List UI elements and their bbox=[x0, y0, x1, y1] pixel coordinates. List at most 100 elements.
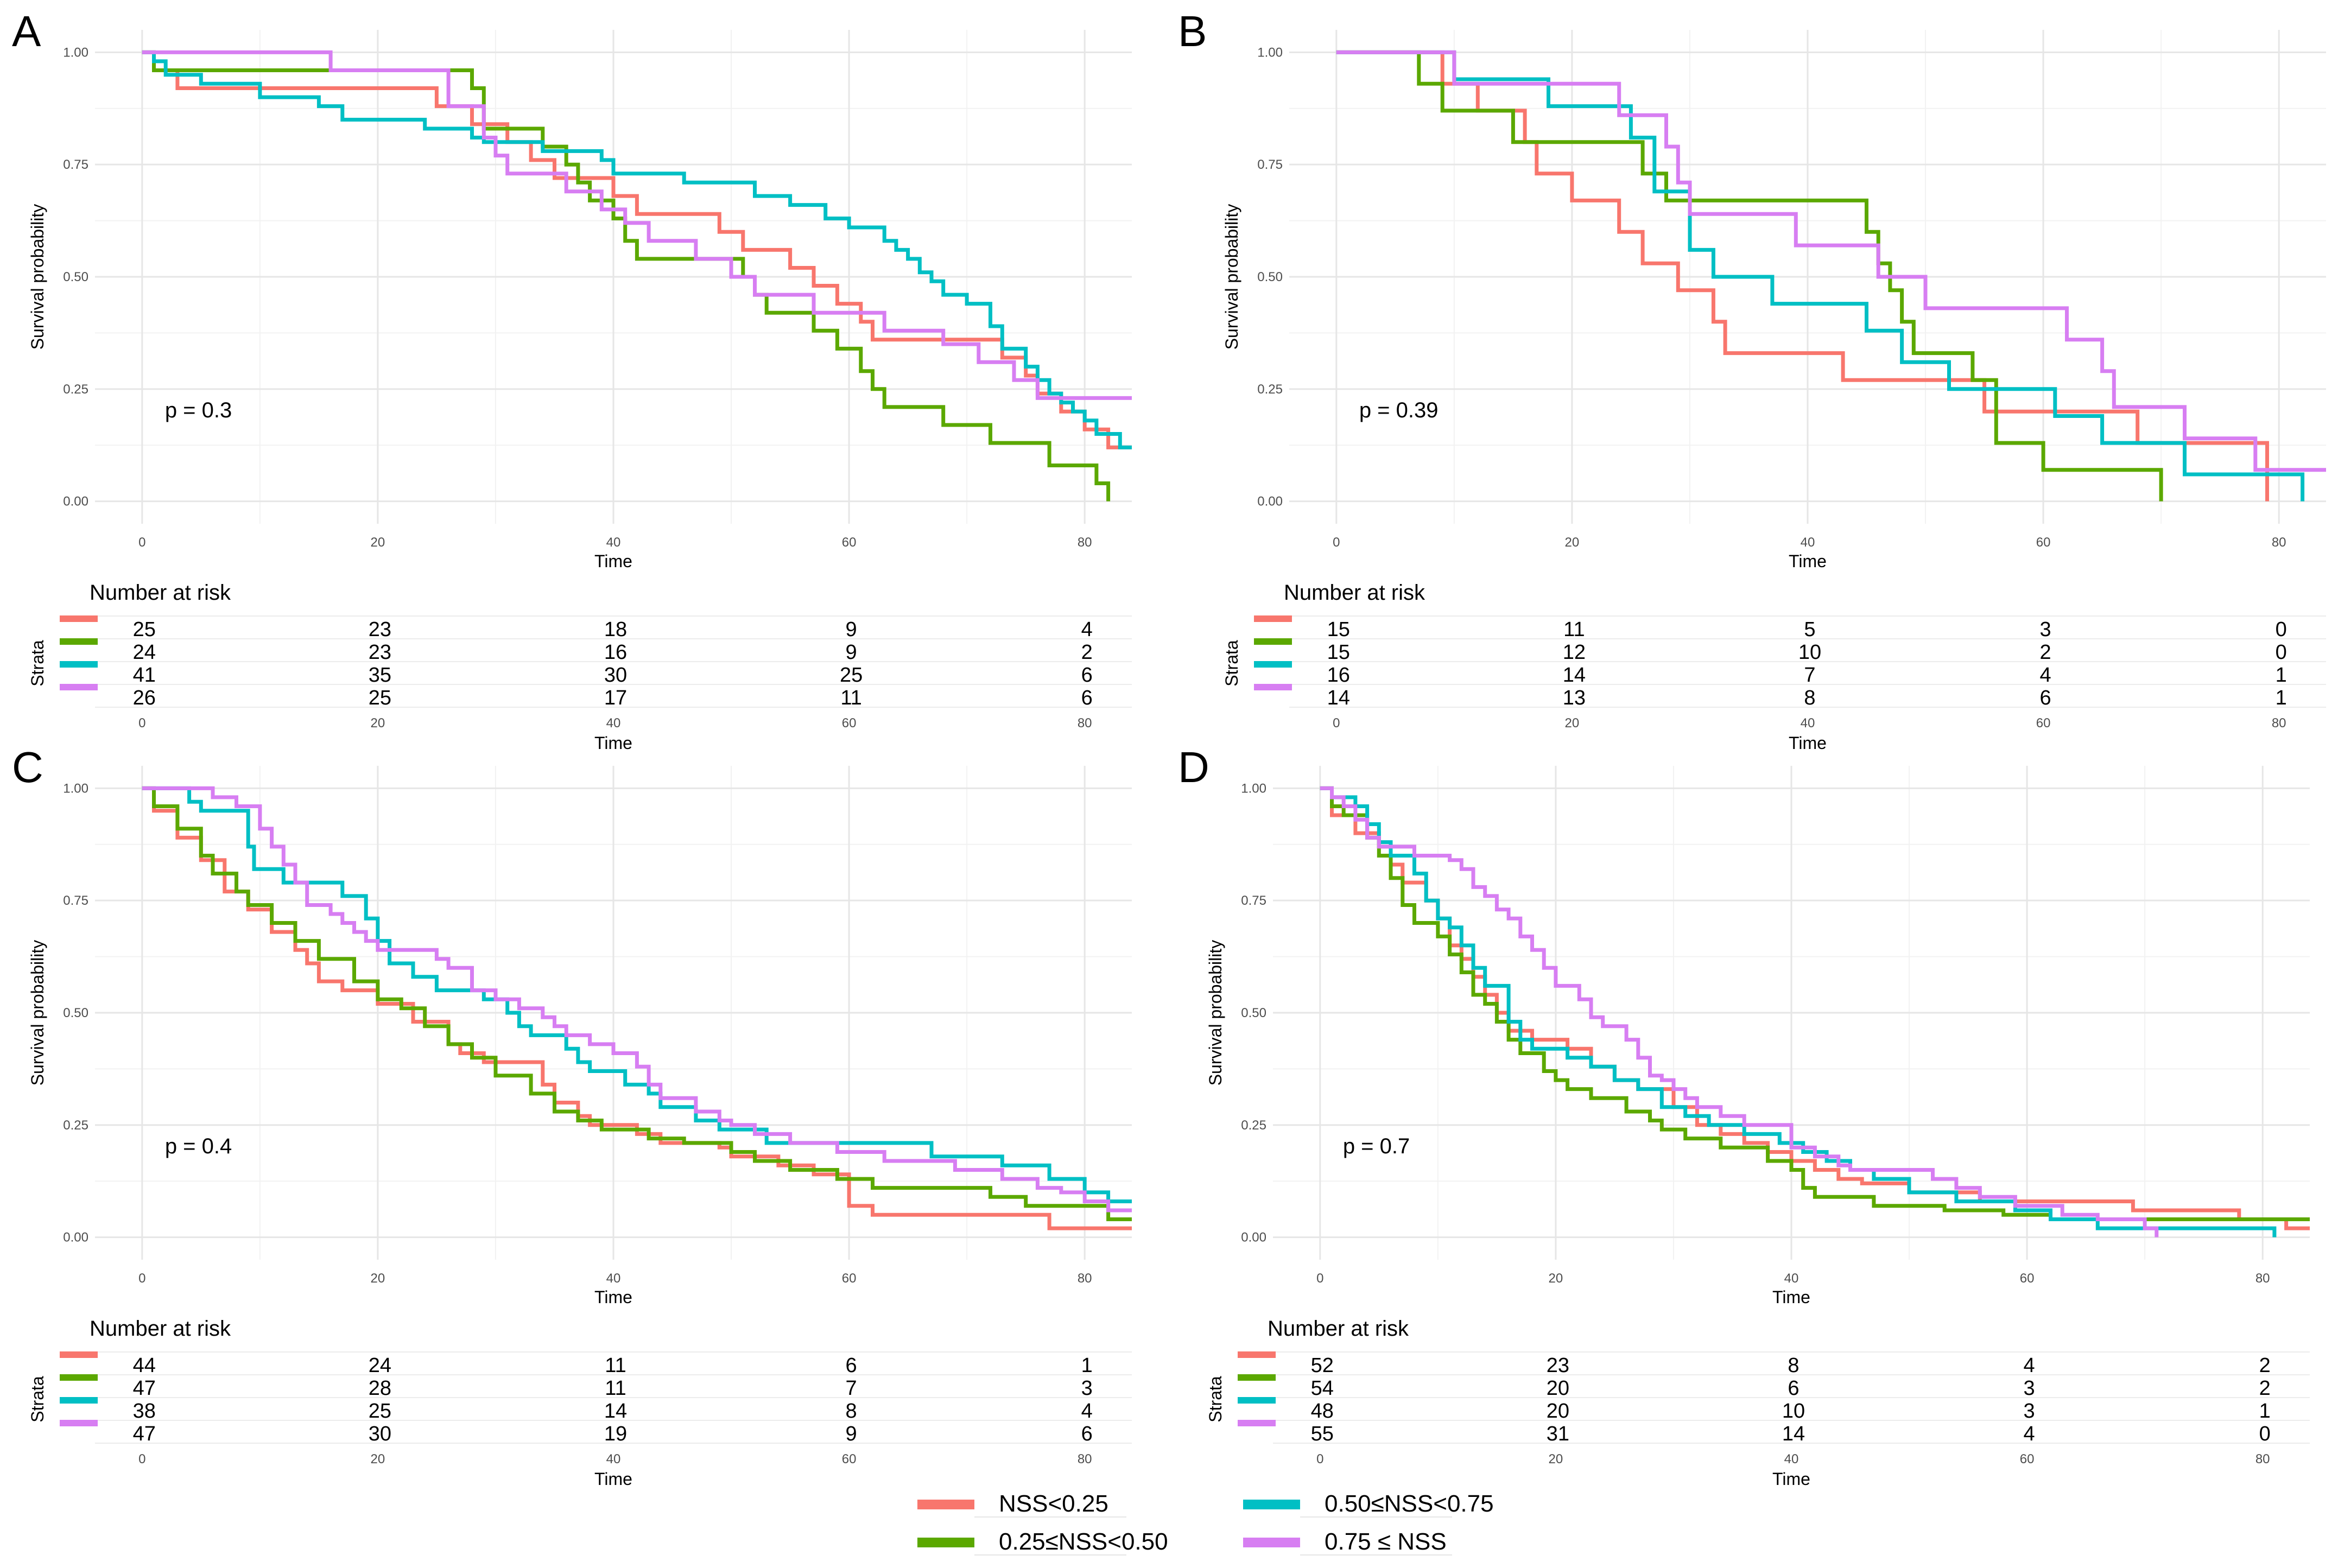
y-tick-label: 0.25 bbox=[1257, 382, 1283, 397]
risk-x-axis-title: Time bbox=[1772, 1469, 1810, 1489]
risk-x-tick-label: 20 bbox=[371, 1452, 385, 1467]
risk-x-tick-label: 0 bbox=[138, 716, 145, 731]
x-tick-label: 80 bbox=[2272, 535, 2286, 550]
risk-count: 30 bbox=[369, 1423, 391, 1445]
risk-x-tick-label: 20 bbox=[1565, 716, 1580, 731]
y-tick-label: 0.50 bbox=[63, 270, 88, 284]
legend-label: 0.25≤NSS<0.50 bbox=[999, 1528, 1168, 1555]
x-tick-label: 40 bbox=[606, 1271, 621, 1286]
risk-x-tick-label: 20 bbox=[371, 716, 385, 731]
y-axis-title: Survival probability bbox=[28, 204, 47, 350]
risk-count: 25 bbox=[840, 664, 863, 687]
x-tick-label: 80 bbox=[1078, 535, 1092, 550]
panel-letter: D bbox=[1178, 743, 1209, 791]
risk-x-tick-label: 40 bbox=[606, 1452, 621, 1467]
legend-label: NSS<0.25 bbox=[999, 1490, 1108, 1517]
risk-count: 14 bbox=[1327, 687, 1350, 709]
panel-letter: A bbox=[12, 7, 41, 55]
y-tick-label: 0.00 bbox=[63, 494, 88, 509]
risk-count: 16 bbox=[1327, 664, 1350, 687]
risk-count: 9 bbox=[846, 1423, 857, 1445]
risk-count: 47 bbox=[133, 1377, 156, 1400]
risk-x-tick-label: 20 bbox=[1549, 1452, 1563, 1467]
p-value: p = 0.3 bbox=[165, 398, 232, 422]
risk-strata-key bbox=[1254, 684, 1292, 690]
km-curve-4 bbox=[142, 50, 1132, 400]
legend-label: 0.50≤NSS<0.75 bbox=[1325, 1490, 1494, 1517]
risk-count: 26 bbox=[133, 687, 156, 709]
y-tick-label: 0.25 bbox=[63, 1118, 88, 1133]
x-tick-label: 60 bbox=[2036, 535, 2051, 550]
risk-table-title: Number at risk bbox=[90, 581, 231, 605]
risk-x-tick-label: 0 bbox=[1333, 716, 1340, 731]
risk-strata-key bbox=[60, 1351, 98, 1358]
km-curve-4 bbox=[1336, 50, 2326, 472]
risk-count: 3 bbox=[1081, 1377, 1093, 1400]
risk-x-tick-label: 40 bbox=[1801, 716, 1815, 731]
risk-table-strata-label: Strata bbox=[28, 1376, 47, 1423]
risk-count: 4 bbox=[1081, 1400, 1093, 1423]
risk-x-tick-label: 40 bbox=[606, 716, 621, 731]
risk-count: 3 bbox=[2024, 1400, 2035, 1423]
y-tick-label: 0.50 bbox=[63, 1006, 88, 1020]
risk-x-tick-label: 60 bbox=[2036, 716, 2051, 731]
y-axis-title: Survival probability bbox=[1222, 204, 1241, 350]
x-tick-label: 60 bbox=[2020, 1271, 2035, 1286]
risk-count: 11 bbox=[605, 1354, 626, 1377]
risk-x-axis-title: Time bbox=[594, 733, 632, 753]
risk-count: 9 bbox=[846, 641, 857, 664]
risk-x-tick-label: 60 bbox=[842, 1452, 857, 1467]
risk-count: 6 bbox=[1081, 664, 1093, 687]
legend-key bbox=[917, 1500, 974, 1509]
risk-x-axis-title: Time bbox=[1789, 733, 1827, 753]
risk-count: 3 bbox=[2024, 1377, 2035, 1400]
risk-count: 52 bbox=[1311, 1354, 1334, 1377]
panel-letter: C bbox=[12, 743, 43, 791]
risk-table-title: Number at risk bbox=[1284, 581, 1425, 605]
risk-count: 38 bbox=[133, 1400, 156, 1423]
risk-count: 55 bbox=[1311, 1423, 1334, 1445]
risk-x-tick-label: 80 bbox=[1078, 716, 1092, 731]
risk-count: 14 bbox=[1563, 664, 1586, 687]
y-tick-label: 0.00 bbox=[1257, 494, 1283, 509]
y-tick-label: 0.75 bbox=[1257, 157, 1283, 172]
km-curve-1 bbox=[1336, 50, 2269, 501]
risk-count: 2 bbox=[2040, 641, 2051, 664]
risk-x-tick-label: 60 bbox=[842, 716, 857, 731]
risk-count: 0 bbox=[2276, 641, 2287, 664]
x-tick-label: 40 bbox=[1784, 1271, 1799, 1286]
risk-count: 0 bbox=[2259, 1423, 2271, 1445]
risk-count: 23 bbox=[369, 641, 391, 664]
risk-count: 2 bbox=[2259, 1354, 2271, 1377]
risk-strata-key bbox=[1254, 661, 1292, 668]
risk-count: 9 bbox=[846, 618, 857, 641]
risk-count: 4 bbox=[1081, 618, 1093, 641]
risk-count: 2 bbox=[1081, 641, 1093, 664]
risk-strata-key bbox=[1238, 1420, 1276, 1426]
km-curve-4 bbox=[1320, 786, 2159, 1237]
legend-key bbox=[1243, 1538, 1300, 1547]
risk-count: 16 bbox=[604, 641, 627, 664]
risk-x-tick-label: 40 bbox=[1784, 1452, 1799, 1467]
x-tick-label: 60 bbox=[842, 1271, 857, 1286]
risk-count: 5 bbox=[1804, 618, 1815, 641]
risk-count: 6 bbox=[2040, 687, 2051, 709]
risk-table-title: Number at risk bbox=[90, 1317, 231, 1341]
y-tick-label: 1.00 bbox=[1257, 45, 1283, 60]
km-panel-a: A0 20 40 60 800.000.250.500.751.00TimeSurviv… bbox=[12, 7, 1132, 753]
risk-strata-key bbox=[1238, 1397, 1276, 1404]
risk-count: 8 bbox=[846, 1400, 857, 1423]
y-tick-label: 0.50 bbox=[1241, 1006, 1266, 1020]
risk-count: 17 bbox=[604, 687, 627, 709]
risk-count: 1 bbox=[2276, 664, 2287, 687]
risk-x-tick-label: 80 bbox=[1078, 1452, 1092, 1467]
km-curve-3 bbox=[1336, 50, 2305, 501]
risk-count: 1 bbox=[2259, 1400, 2271, 1423]
risk-count: 0 bbox=[2276, 618, 2287, 641]
x-tick-label: 20 bbox=[371, 535, 385, 550]
x-tick-label: 80 bbox=[1078, 1271, 1092, 1286]
km-curve-2 bbox=[142, 786, 1132, 1221]
risk-count: 47 bbox=[133, 1423, 156, 1445]
risk-x-tick-label: 60 bbox=[2020, 1452, 2035, 1467]
p-value: p = 0.4 bbox=[165, 1134, 232, 1158]
